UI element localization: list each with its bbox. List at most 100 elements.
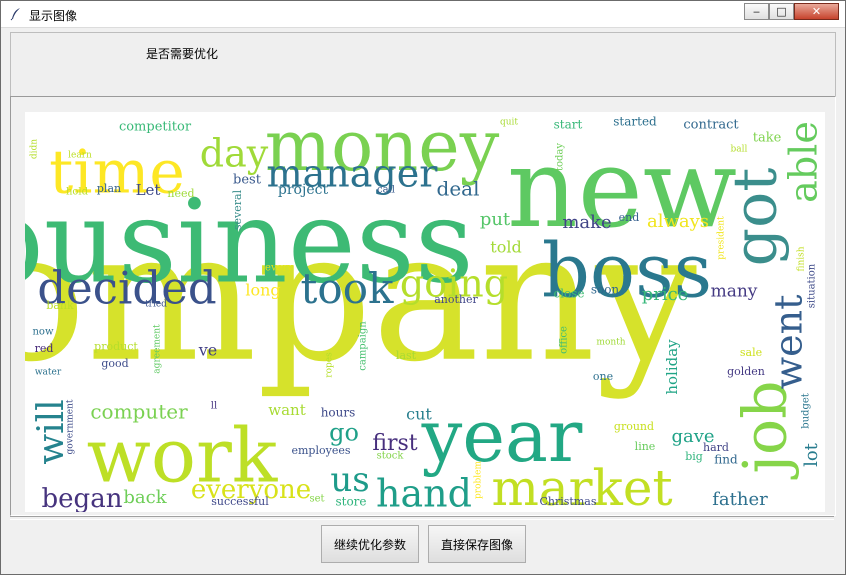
word-competitor: competitor (119, 120, 192, 135)
word-decided: decided (37, 262, 216, 315)
word-went: went (767, 295, 811, 390)
word-situation: situation (807, 263, 818, 308)
word-will: will (31, 399, 72, 464)
word-back: back (123, 487, 167, 508)
word-going: going (400, 262, 508, 306)
word-government: government (66, 399, 76, 454)
word-company: company (25, 193, 697, 402)
word-big: big (685, 450, 703, 463)
minimize-button[interactable]: ‒ (744, 3, 769, 20)
word-best: best (233, 173, 262, 188)
close-icon: ✕ (811, 5, 822, 18)
word-campaign: campaign (358, 321, 369, 371)
word-let: Let (136, 181, 161, 199)
word-one: one (593, 370, 613, 383)
word-close: close (553, 287, 584, 301)
word-always: always (647, 211, 709, 232)
word-president: president (717, 216, 727, 260)
word-need: need (167, 187, 194, 200)
word-good: good (101, 357, 128, 370)
window-title: 显示图像 (29, 9, 78, 23)
word-started: started (613, 115, 657, 129)
word-store: store (335, 495, 366, 509)
word-agreement: agreement (153, 324, 163, 374)
continue-optimize-button[interactable]: 继续优化参数 (321, 525, 419, 563)
word-office: office (559, 326, 570, 354)
word-find: find (714, 453, 738, 467)
optimize-question-label: 是否需要优化 (146, 47, 219, 61)
word-water: water (35, 368, 62, 378)
word-line: line (635, 440, 656, 453)
word-set: set (309, 494, 324, 505)
word-christmas: Christmas (540, 495, 597, 508)
word-another: another (434, 293, 478, 306)
word-long: long (245, 281, 280, 300)
word-problem: problem (474, 461, 484, 499)
word-start: start (554, 118, 583, 132)
word-day: day (200, 132, 269, 176)
word-hold: hold (66, 187, 89, 198)
word-hand: hand (376, 472, 472, 513)
word-today: today (555, 143, 566, 171)
word-every: every (265, 263, 293, 274)
word-project: project (278, 182, 329, 198)
word-ground: ground (614, 420, 654, 433)
word-bank: bank (46, 299, 74, 312)
word-call: call (377, 185, 395, 196)
separator (10, 516, 834, 520)
word-work: work (87, 411, 278, 499)
word-boss: boss (542, 226, 712, 314)
word-employees: employees (291, 444, 350, 457)
word-tried: tried (145, 300, 167, 310)
word-golden: golden (727, 365, 765, 378)
word-quit: quit (500, 118, 518, 128)
word-computer: computer (90, 400, 188, 424)
word-ll: ll (211, 401, 217, 412)
minimize-icon: ‒ (753, 5, 760, 18)
info-panel: 是否需要优化 (10, 32, 836, 97)
word-gave: gave (671, 426, 714, 447)
word-several: several (231, 189, 244, 230)
word-market: market (491, 459, 672, 512)
word-successful: successful (211, 495, 269, 508)
word-sale: sale (740, 346, 762, 359)
word-now: now (32, 327, 53, 338)
word-job: job (731, 380, 801, 479)
word-go: go (329, 419, 359, 447)
word-holiday: holiday (663, 339, 681, 395)
word-able: able (782, 121, 826, 203)
word-month: month (596, 338, 625, 348)
save-image-button[interactable]: 直接保存图像 (428, 525, 526, 563)
word-finish: finish (797, 246, 807, 271)
title-bar[interactable]: 显示图像 ‒ □ ✕ (1, 1, 845, 28)
word-put: put (480, 209, 511, 230)
close-button[interactable]: ✕ (794, 3, 839, 20)
word-money: money (265, 112, 500, 187)
word-hours: hours (321, 406, 356, 420)
word-everyone: everyone (191, 475, 311, 505)
word-us: us (330, 460, 369, 500)
word-cut: cut (406, 405, 432, 424)
word-red: red (35, 342, 54, 355)
word-many: many (711, 282, 758, 302)
word-ball: ball (731, 145, 748, 155)
word-end: end (619, 211, 640, 224)
word-price: price (642, 284, 689, 305)
word-soon: soon (591, 283, 620, 297)
maximize-button[interactable]: □ (769, 3, 794, 20)
word-new: new (507, 124, 737, 252)
word-hard: hard (703, 441, 729, 454)
word-plan: plan (97, 182, 121, 195)
word-last: last (396, 349, 417, 362)
feather-icon (10, 8, 20, 21)
word-year: year (421, 394, 583, 478)
word-first: first (372, 431, 417, 456)
word-got: got (721, 168, 791, 267)
word-business: business (25, 176, 474, 310)
word-deal: deal (437, 177, 480, 201)
word-lot: lot (801, 442, 822, 467)
